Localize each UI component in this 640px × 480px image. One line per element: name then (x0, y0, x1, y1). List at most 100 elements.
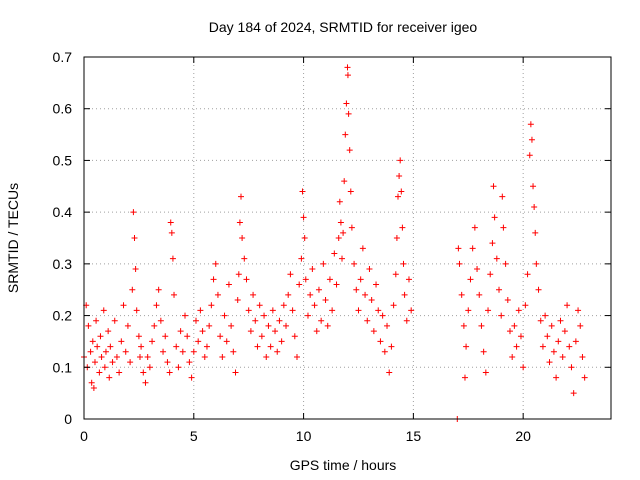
data-point (225, 281, 232, 288)
y-tick-label: 0.4 (53, 204, 73, 220)
data-point (336, 198, 343, 205)
chart-title: Day 184 of 2024, SRMTID for receiver ige… (209, 19, 478, 35)
data-point (136, 353, 143, 360)
data-point (542, 312, 549, 319)
data-point (408, 307, 415, 314)
x-tick-label: 0 (80, 428, 88, 444)
data-point (289, 307, 296, 314)
data-point (388, 343, 395, 350)
data-point (357, 276, 364, 283)
data-point (85, 322, 92, 329)
data-point (109, 359, 116, 366)
data-point (577, 322, 584, 329)
data-point (377, 338, 384, 345)
data-point (532, 229, 539, 236)
data-point (144, 353, 151, 360)
data-point (138, 343, 145, 350)
data-point (504, 297, 511, 304)
data-point (342, 131, 349, 138)
data-point (499, 193, 506, 200)
data-point (559, 353, 566, 360)
data-point (219, 353, 226, 360)
data-point (272, 328, 279, 335)
data-point (568, 364, 575, 371)
data-point (570, 390, 577, 397)
data-point (463, 343, 470, 350)
data-point (214, 291, 221, 298)
data-point (208, 302, 215, 309)
x-axis-label: GPS time / hours (290, 457, 397, 473)
data-point (474, 266, 481, 273)
data-point (373, 281, 380, 288)
data-point (476, 291, 483, 298)
data-point (405, 276, 412, 283)
data-point (561, 328, 568, 335)
data-point (498, 312, 505, 319)
y-tick-label: 0.3 (53, 256, 73, 272)
data-point (456, 260, 463, 267)
data-point (276, 317, 283, 324)
data-point (515, 307, 522, 314)
data-point (311, 302, 318, 309)
data-point (239, 235, 246, 241)
data-point (274, 348, 281, 355)
data-point (333, 281, 340, 288)
data-point (130, 209, 137, 216)
data-point (487, 271, 494, 278)
data-point (469, 245, 476, 252)
data-point (265, 322, 272, 329)
data-point (526, 152, 533, 159)
data-point (522, 302, 529, 309)
data-point (232, 369, 239, 376)
data-point (335, 235, 342, 241)
data-point (502, 260, 509, 267)
data-point (355, 307, 362, 314)
data-point (199, 328, 206, 335)
data-point (344, 64, 351, 71)
axis-ticks (83, 56, 611, 420)
data-point (223, 338, 230, 345)
data-point (304, 312, 311, 319)
data-point (197, 307, 204, 314)
data-point (91, 359, 98, 366)
data-point (238, 193, 245, 200)
data-point (107, 343, 114, 350)
data-point (393, 235, 400, 241)
data-point (160, 348, 167, 355)
data-point (530, 183, 537, 190)
data-point (247, 328, 254, 335)
data-point (548, 322, 555, 329)
data-point (489, 240, 496, 247)
y-axis-label: SRMTID / TECUs (5, 183, 21, 293)
data-point (120, 302, 127, 309)
data-point (400, 260, 407, 267)
data-point (482, 369, 489, 376)
data-point (182, 312, 189, 319)
data-point (186, 359, 193, 366)
data-point (544, 333, 551, 340)
data-point (539, 343, 546, 350)
plot-frame (83, 56, 612, 420)
data-point (184, 333, 191, 340)
data-point (155, 286, 162, 293)
data-points (81, 64, 588, 422)
data-point (337, 219, 344, 226)
data-point (243, 276, 250, 283)
data-point (550, 348, 557, 355)
data-point (192, 317, 199, 324)
data-point (326, 276, 333, 283)
data-point (467, 276, 474, 283)
data-point (351, 260, 358, 267)
data-point (167, 219, 174, 226)
data-point (96, 369, 103, 376)
data-point (116, 369, 123, 376)
data-point (566, 343, 573, 350)
data-point (106, 374, 113, 381)
data-point (129, 286, 136, 293)
data-point (101, 364, 108, 371)
data-point (455, 245, 462, 252)
data-point (480, 348, 487, 355)
data-point (118, 338, 125, 345)
data-point (461, 374, 468, 381)
